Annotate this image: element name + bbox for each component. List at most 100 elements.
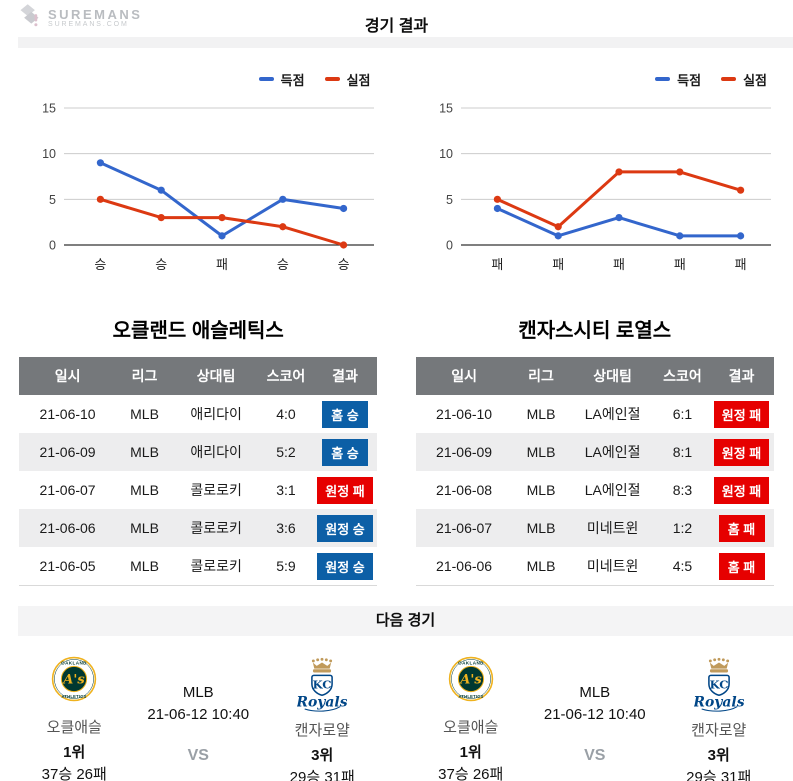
- next-match-section: OAKLAND A's ATHLETICS 오클애슬 1위 37승 26패 ML…: [0, 648, 793, 781]
- data-point: [157, 186, 166, 194]
- home-team-rank: 1위: [459, 744, 482, 761]
- cell-result: 홈 패: [709, 509, 773, 547]
- table-row: 21-06-07 MLB 미네트윈 1:2 홈 패: [415, 509, 774, 547]
- conceded-legend-label: 실점: [346, 72, 371, 88]
- cell-score: 4:0: [276, 406, 296, 422]
- next-match-info: MLB 21-06-12 10:40 VS: [536, 656, 654, 781]
- svg-text:A's: A's: [62, 673, 86, 688]
- table-row: 21-06-07 MLB 콜로로키 3:1 원정 패: [19, 471, 377, 509]
- conceded-legend-label: 실점: [743, 72, 767, 88]
- match-datetime: 21-06-12 10:40: [543, 706, 646, 723]
- data-point: [554, 223, 562, 231]
- home-team-record: 37승 26패: [438, 766, 504, 781]
- y-axis-tick-label: 10: [42, 147, 56, 161]
- team-title: 오클랜드 애슬레틱스: [112, 320, 284, 342]
- svg-text:Royals: Royals: [297, 695, 347, 711]
- result-badge: 원정 승: [317, 552, 373, 580]
- column-header: 결과: [728, 368, 755, 384]
- chart-oakland: 득점 실점 0 5 10 15 승 승 패 승 승: [0, 70, 397, 286]
- oakland-line-chart: 0 5 10 15 승 승 패 승 승: [42, 102, 375, 272]
- logo-title: SUREMANS: [48, 6, 143, 22]
- y-axis-tick-label: 0: [446, 239, 453, 253]
- column-header: 리그: [131, 368, 158, 384]
- cell-date: 21-06-09: [436, 444, 493, 460]
- result-badge: 원정 패: [713, 476, 770, 504]
- cell-result: 원정 승: [313, 509, 377, 547]
- cell-date: 21-06-05: [19, 547, 116, 586]
- svg-text:ATHLETICS: ATHLETICS: [458, 694, 483, 699]
- data-point: [97, 159, 105, 167]
- away-team-rank: 3위: [311, 747, 334, 764]
- table-row: 21-06-05 MLB 콜로로키 5:9 원정 승: [19, 547, 378, 586]
- cell-opponent: 콜로로키: [190, 482, 242, 498]
- data-point: [218, 232, 226, 240]
- cell-result: 원정 패: [709, 433, 773, 471]
- cell-league: MLB: [526, 406, 556, 422]
- svg-text:KC: KC: [709, 677, 728, 691]
- oakland-athletics-logo-icon: OAKLAND A's ATHLETICS: [51, 656, 97, 714]
- x-axis-category-label: 승: [95, 257, 107, 272]
- result-badge: 홈 패: [718, 552, 765, 580]
- chart-legend: 득점 실점: [397, 70, 793, 88]
- table-row: 21-06-06 MLB 콜로로키 3:6 원정 승: [19, 509, 378, 547]
- cell-league: MLB: [130, 482, 159, 498]
- svg-text:OAKLAND: OAKLAND: [61, 661, 87, 666]
- data-point: [157, 214, 166, 222]
- cell-result: 홈 승: [313, 433, 377, 471]
- cell-score: 8:1: [672, 444, 693, 460]
- result-badge: 홈 승: [322, 438, 368, 466]
- cell-score: 8:3: [672, 482, 693, 498]
- cell-league: MLB: [130, 406, 159, 422]
- cell-date: 21-06-07: [39, 482, 96, 498]
- home-team-abbr: 오클애슬: [443, 719, 499, 736]
- y-axis-tick-label: 0: [49, 239, 56, 253]
- cell-opponent: 애리다이: [190, 406, 242, 422]
- kansas-results-table: 일시 리그 상대팀 스코어 결과 21-06-10 MLB LA에인절 6:1 원정 패 21-06…: [415, 357, 774, 586]
- column-header: 결과: [332, 368, 358, 384]
- cell-date: 21-06-09: [39, 444, 96, 460]
- suremans-logo[interactable]: SUREMANS SUREMANS.COM: [16, 2, 142, 34]
- result-badge: 원정 패: [317, 476, 373, 504]
- cell-score: 3:1: [276, 482, 296, 498]
- away-team-abbr: 캔자로얄: [294, 722, 350, 739]
- oakland-results-table: 일시 리그 상대팀 스코어 결과 21-06-10 MLB 애리다이 4:0 홈 승 21-06-0…: [19, 357, 378, 586]
- column-header: 상대팀: [593, 368, 632, 384]
- column-header: 스코어: [266, 368, 306, 384]
- data-point: [218, 214, 226, 222]
- cell-league: MLB: [130, 444, 159, 460]
- header-divider-strip: [18, 37, 793, 48]
- chart-legend: 득점 실점: [0, 70, 397, 88]
- kansas-city-royals-logo-icon: KC Royals: [692, 656, 744, 714]
- y-axis-tick-label: 15: [439, 102, 453, 116]
- result-badge: 홈 패: [718, 514, 765, 542]
- next-away-team: KC Royals 캔자로얄 3위 29승 31패: [257, 656, 387, 781]
- x-axis-category-label: 패: [216, 257, 228, 272]
- team-block-kansas: 캔자스시티 로열스 일시 리그 상대팀 스코어 결과 21-06-10 MLB LA에인절 6:…: [397, 310, 793, 586]
- svg-text:Royals: Royals: [694, 695, 744, 711]
- cell-score: 4:5: [655, 547, 710, 586]
- data-point: [279, 195, 287, 203]
- cell-league: MLB: [115, 547, 174, 586]
- logo-wordmark: SUREMANS SUREMANS.COM: [48, 6, 143, 29]
- oakland-athletics-logo-icon: OAKLAND A's ATHLETICS: [448, 656, 494, 714]
- data-point: [340, 241, 348, 249]
- data-point: [493, 204, 501, 213]
- suremans-logo-icon: [16, 2, 43, 34]
- next-home-team: OAKLAND A's ATHLETICS 오클애슬 1위 37승 26패: [9, 656, 139, 781]
- team-title: 캔자스시티 로열스: [518, 320, 672, 342]
- cell-opponent: 미네트윈: [586, 520, 639, 536]
- x-axis-category-label: 패: [613, 257, 625, 272]
- y-axis-tick-label: 5: [446, 193, 453, 207]
- logo-subtitle: SUREMANS.COM: [48, 21, 129, 29]
- data-point: [615, 214, 623, 222]
- cell-opponent: LA에인절: [584, 444, 641, 460]
- table-row: 21-06-10 MLB LA에인절 6:1 원정 패: [416, 395, 774, 433]
- legend-item-conceded: 실점: [324, 70, 371, 89]
- x-axis-category-label: 승: [277, 257, 289, 272]
- cell-opponent: LA에인절: [584, 406, 641, 422]
- cell-score: 5:9: [259, 547, 313, 586]
- away-team-abbr: 캔자로얄: [691, 722, 747, 739]
- x-axis-category-label: 패: [674, 257, 686, 272]
- y-axis-tick-label: 5: [49, 193, 56, 207]
